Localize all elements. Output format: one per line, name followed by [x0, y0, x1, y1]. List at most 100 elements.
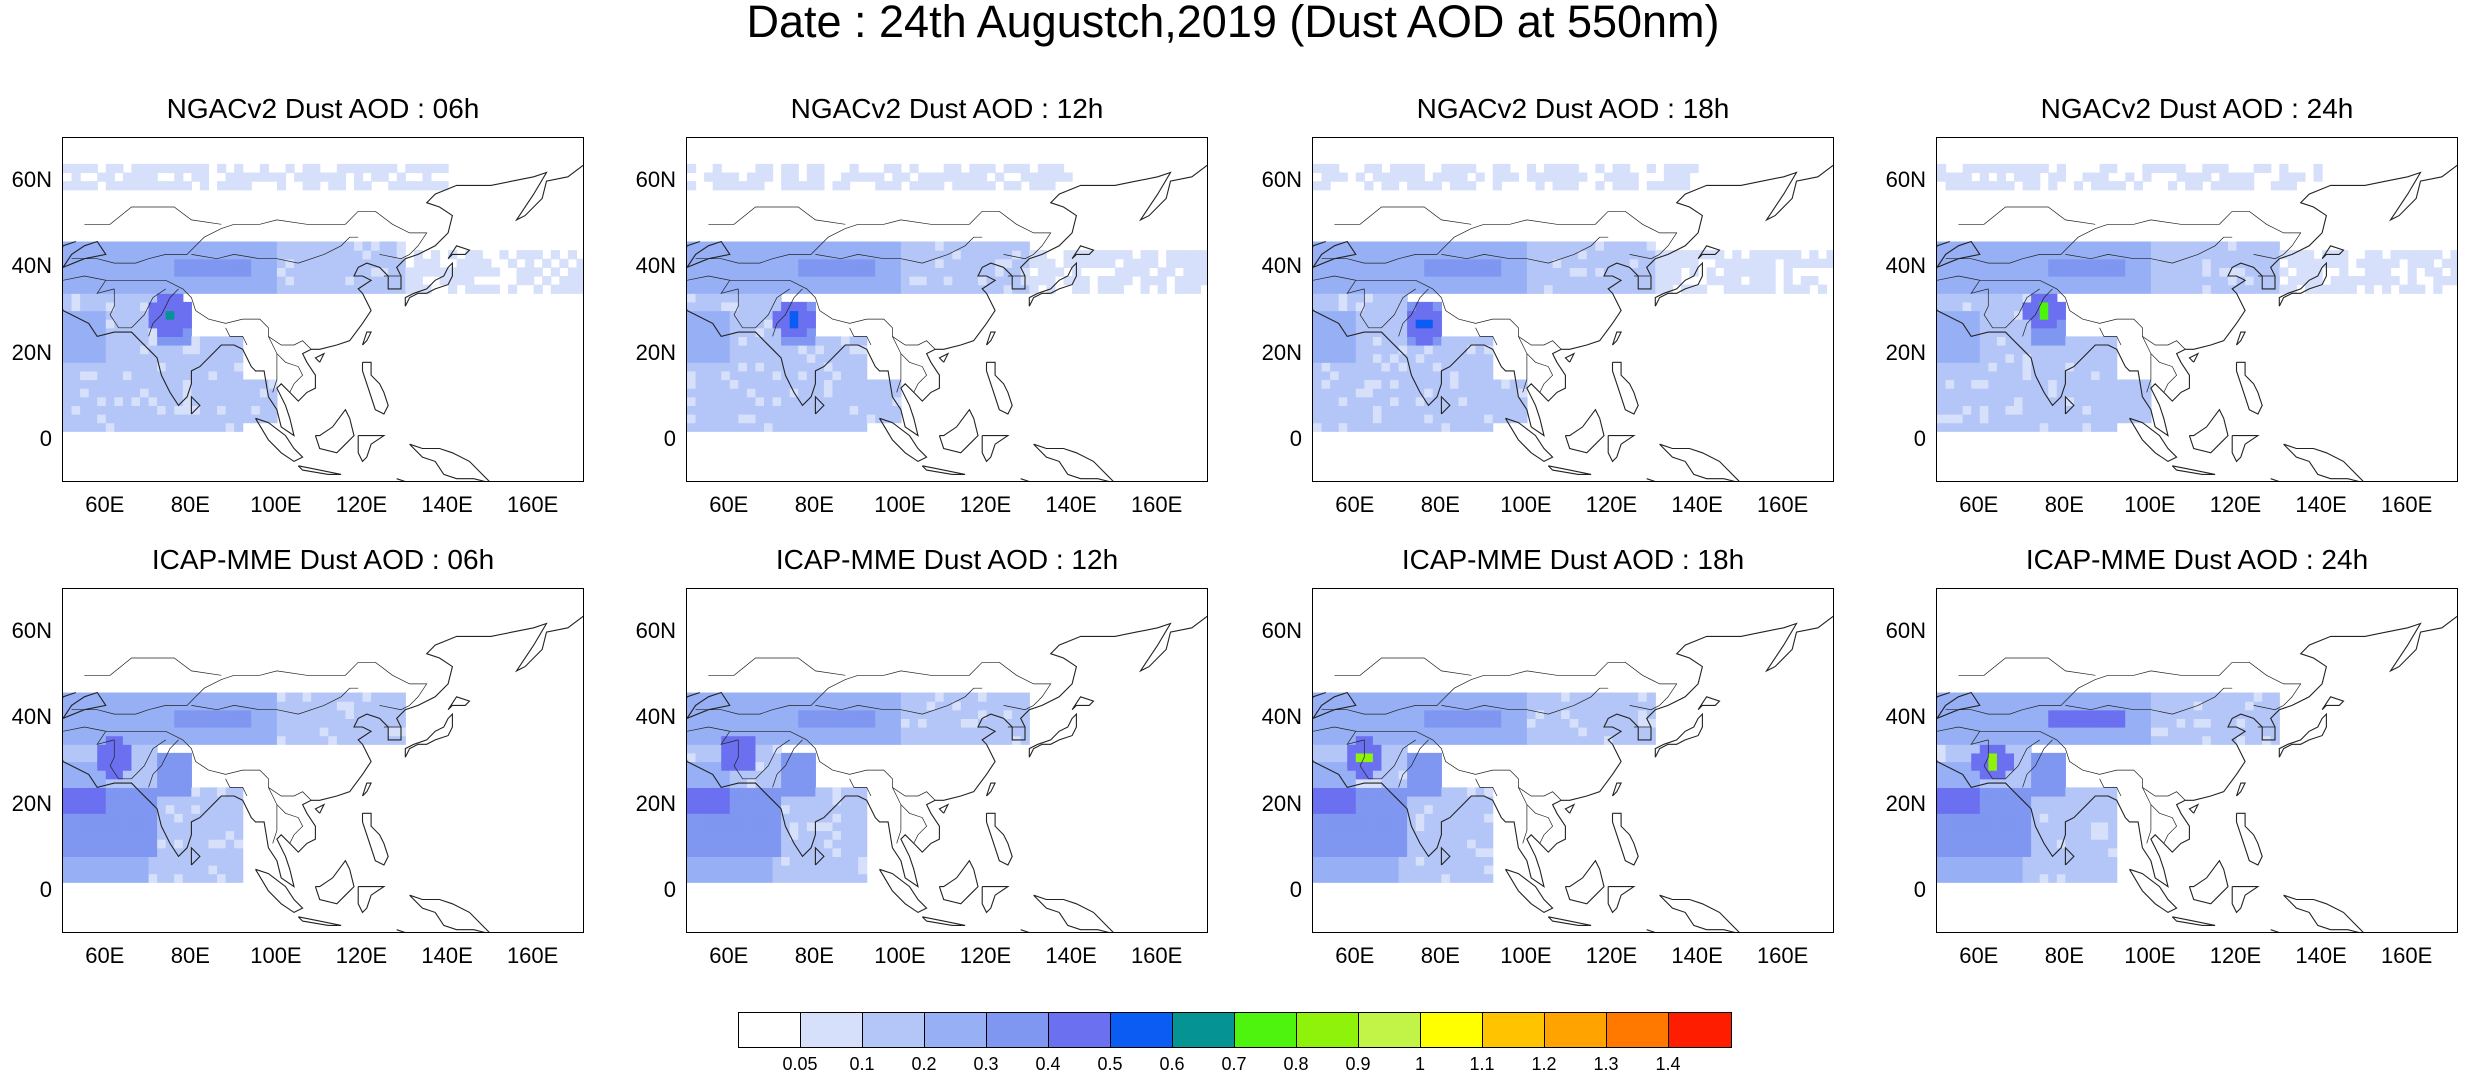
aod-cell — [2194, 250, 2203, 259]
aod-cell — [867, 701, 876, 710]
coastline — [315, 410, 354, 453]
aod-cell — [704, 319, 713, 328]
aod-cell — [1510, 736, 1519, 745]
aod-cell — [157, 762, 166, 771]
aod-cell — [755, 839, 764, 848]
aod-cell — [884, 701, 893, 710]
aod-cell — [208, 822, 217, 831]
aod-cell — [901, 285, 910, 294]
aod-cell — [747, 414, 756, 423]
aod-cell — [824, 250, 833, 259]
aod-cell — [1954, 276, 1963, 285]
coastline — [982, 436, 1008, 462]
aod-cell — [226, 831, 235, 840]
aod-cell — [1390, 328, 1399, 337]
aod-cell — [730, 813, 739, 822]
aod-cell — [72, 822, 81, 831]
aod-cell — [850, 267, 859, 276]
aod-cell — [1433, 405, 1442, 414]
aod-cell — [191, 371, 200, 380]
aod-cell — [2005, 250, 2014, 259]
aod-cell — [123, 267, 132, 276]
aod-cell — [1476, 848, 1485, 857]
aod-cell — [174, 770, 183, 779]
aod-cell — [1313, 753, 1322, 762]
aod-cell — [2194, 259, 2203, 268]
aod-cell — [1963, 787, 1972, 796]
aod-cell — [1356, 397, 1365, 406]
aod-cell — [2057, 267, 2066, 276]
aod-cell — [354, 267, 363, 276]
aod-cell — [1570, 242, 1579, 251]
aod-cell — [850, 693, 859, 702]
aod-cell — [1046, 276, 1055, 285]
aod-cell — [1322, 345, 1331, 354]
aod-cell — [1613, 250, 1622, 259]
aod-cell — [2211, 164, 2220, 173]
aod-cell — [2005, 405, 2014, 414]
aod-cell — [1313, 822, 1322, 831]
aod-cell — [704, 345, 713, 354]
aod-cell — [1997, 762, 2006, 771]
aod-cell — [1681, 173, 1690, 182]
aod-cell — [277, 736, 286, 745]
aod-cell — [80, 762, 89, 771]
aod-cell — [311, 259, 320, 268]
lon-tick-label: 140E — [1667, 945, 1727, 967]
aod-cell — [345, 693, 354, 702]
aod-cell — [345, 718, 354, 727]
aod-cell — [2091, 173, 2100, 182]
aod-cell — [807, 770, 816, 779]
main-title: Date : 24th Augustch,2019 (Dust AOD at 5… — [0, 0, 2466, 44]
aod-cell — [721, 813, 730, 822]
aod-cell — [89, 796, 98, 805]
aod-cell — [944, 727, 953, 736]
aod-cell — [961, 242, 970, 251]
aod-cell — [1373, 354, 1382, 363]
aod-cell — [1038, 173, 1047, 182]
aod-cell — [1441, 805, 1450, 814]
aod-cell — [80, 787, 89, 796]
aod-cell — [1373, 336, 1382, 345]
aod-cell — [2074, 276, 2083, 285]
aod-cell — [2185, 242, 2194, 251]
aod-cell — [2048, 311, 2057, 320]
aod-cell — [1424, 414, 1433, 423]
aod-cell — [80, 736, 89, 745]
aod-cell — [397, 693, 406, 702]
aod-cell — [89, 865, 98, 874]
aod-cell — [1364, 423, 1373, 432]
aod-cell — [2057, 354, 2066, 363]
aod-cell — [832, 181, 841, 190]
aod-cell — [944, 267, 953, 276]
aod-cell — [2151, 164, 2160, 173]
aod-cell — [1544, 250, 1553, 259]
aod-cell — [987, 285, 996, 294]
aod-cell — [867, 242, 876, 251]
aod-cell — [157, 753, 166, 762]
aod-cell — [2074, 371, 2083, 380]
aod-cell — [166, 354, 175, 363]
aod-cell — [1390, 848, 1399, 857]
aod-cell — [738, 848, 747, 857]
aod-cell — [721, 753, 730, 762]
aod-cell — [713, 848, 722, 857]
aod-cell — [1313, 874, 1322, 883]
aod-cell — [405, 276, 414, 285]
aod-cell — [1963, 839, 1972, 848]
aod-cell — [1373, 822, 1382, 831]
aod-cell — [1200, 259, 1208, 268]
aod-cell — [2185, 285, 2194, 294]
aod-cell — [208, 710, 217, 719]
aod-cell — [2134, 181, 2143, 190]
aod-cell — [1424, 319, 1433, 328]
lat-tick-label: 40N — [1252, 706, 1302, 728]
aod-cell — [97, 831, 106, 840]
aod-cell — [1416, 856, 1425, 865]
aod-cell — [1553, 173, 1562, 182]
aod-cell — [2314, 173, 2323, 182]
aod-cell — [815, 276, 824, 285]
aod-cell — [157, 397, 166, 406]
aod-cell — [123, 405, 132, 414]
aod-cell — [371, 701, 380, 710]
